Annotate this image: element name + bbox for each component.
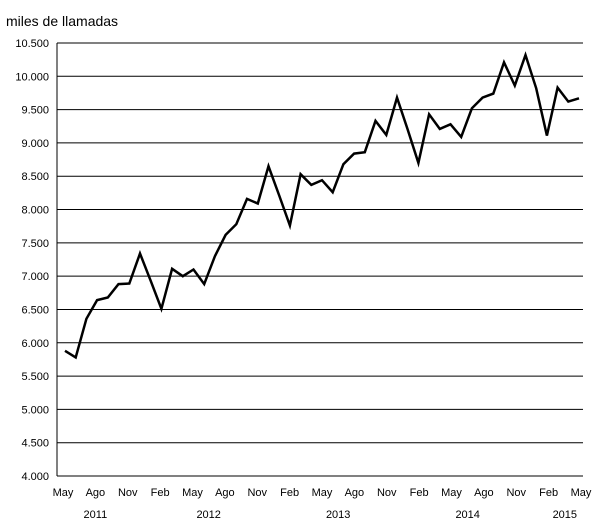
year-label: 2013 (326, 509, 350, 521)
y-tick-label: 5.000 (21, 404, 49, 416)
x-tick-label: Nov (377, 487, 397, 499)
y-tick-label: 10.000 (15, 71, 49, 83)
y-tick-label: 6.500 (21, 304, 49, 316)
y-tick-label: 9.500 (21, 105, 49, 117)
x-tick-labels: May Ago Nov Feb May Ago Nov Feb May Ago Nov Feb May A… (53, 487, 592, 499)
year-label: 2011 (84, 509, 108, 521)
x-tick-label: Feb (280, 487, 299, 499)
y-tick-label: 8.000 (21, 205, 49, 217)
x-tick-label: Ago (215, 487, 235, 499)
y-tick-label: 4.500 (21, 438, 49, 450)
y-tick-label: 7.500 (21, 238, 49, 250)
y-tick-label: 8.500 (21, 171, 49, 183)
y-tick-labels: 4.000 4.500 5.000 5.500 6.000 6.500 7.000 7.500… (15, 38, 49, 483)
x-tick-label: May (441, 487, 462, 499)
x-tick-label: Ago (474, 487, 494, 499)
x-tick-label: Nov (506, 487, 526, 499)
y-tick-label: 7.000 (21, 271, 49, 283)
x-tick-label: May (53, 487, 74, 499)
x-tick-label: Ago (86, 487, 106, 499)
series-line (64, 51, 580, 360)
y-tick-label: 6.000 (21, 338, 49, 350)
y-tick-label: 10.500 (15, 38, 49, 50)
x-tick-label: May (312, 487, 333, 499)
x-tick-label: Nov (118, 487, 138, 499)
y-tick-label: 9.000 (21, 138, 49, 150)
x-tick-label: Nov (247, 487, 267, 499)
x-tick-label: Feb (539, 487, 558, 499)
y-tick-label: 5.500 (21, 371, 49, 383)
x-tick-label: Feb (151, 487, 170, 499)
y-tick-label: 4.000 (21, 471, 49, 483)
year-label: 2015 (553, 509, 577, 521)
x-tick-label: Feb (410, 487, 429, 499)
year-label: 2012 (196, 509, 220, 521)
x-tick-label: Ago (345, 487, 365, 499)
gridlines (57, 42, 583, 444)
x-tick-label: May (571, 487, 592, 499)
year-label: 2014 (455, 509, 479, 521)
x-tick-label: May (182, 487, 203, 499)
year-labels: 2011 2012 2013 2014 2015 (84, 509, 578, 521)
y-axis-title: miles de llamadas (6, 13, 118, 29)
